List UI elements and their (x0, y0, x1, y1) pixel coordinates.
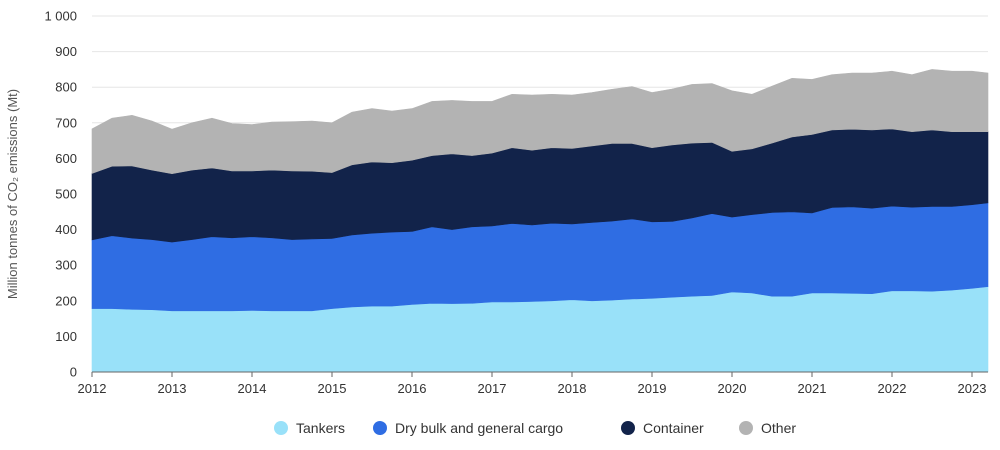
x-tick-label: 2019 (638, 381, 667, 396)
x-tick-label: 2016 (398, 381, 427, 396)
y-axis-title: Million tonnes of CO₂ emissions (Mt) (5, 89, 20, 299)
y-tick-label: 300 (55, 258, 77, 273)
x-tick-label: 2023 (958, 381, 987, 396)
y-tick-label: 400 (55, 222, 77, 237)
y-tick-label: 800 (55, 80, 77, 95)
legend-label-dry-bulk-and-general-cargo: Dry bulk and general cargo (395, 420, 563, 436)
y-tick-label: 0 (70, 365, 77, 380)
legend-swatch-other (739, 421, 753, 435)
x-tick-label: 2018 (558, 381, 587, 396)
y-tick-label: 100 (55, 329, 77, 344)
x-tick-label: 2021 (798, 381, 827, 396)
series-area-other (91, 69, 989, 175)
legend: Tankers Dry bulk and general cargo Contain… (274, 420, 796, 436)
legend-swatch-tankers (274, 421, 288, 435)
legend-swatch-dry-bulk-and-general-cargo (373, 421, 387, 435)
y-tick-label: 500 (55, 187, 77, 202)
x-tick-label: 2022 (878, 381, 907, 396)
axes: Million tonnes of CO₂ emissions (Mt) 0 10… (5, 9, 988, 396)
x-tick-label: 2013 (158, 381, 187, 396)
x-tick-label: 2012 (78, 381, 107, 396)
legend-label-tankers: Tankers (296, 420, 345, 436)
plot-area (91, 69, 989, 373)
x-tick-label: 2014 (238, 381, 267, 396)
y-tick-label: 700 (55, 115, 77, 130)
y-tick-label: 900 (55, 44, 77, 59)
legend-label-container: Container (643, 420, 704, 436)
y-tick-label: 1 000 (44, 9, 77, 24)
y-tick-label: 600 (55, 151, 77, 166)
x-tick-label: 2017 (478, 381, 507, 396)
legend-swatch-container (621, 421, 635, 435)
legend-label-other: Other (761, 420, 796, 436)
x-tick-label: 2020 (718, 381, 747, 396)
x-tick-label: 2015 (318, 381, 347, 396)
y-tick-label: 200 (55, 293, 77, 308)
